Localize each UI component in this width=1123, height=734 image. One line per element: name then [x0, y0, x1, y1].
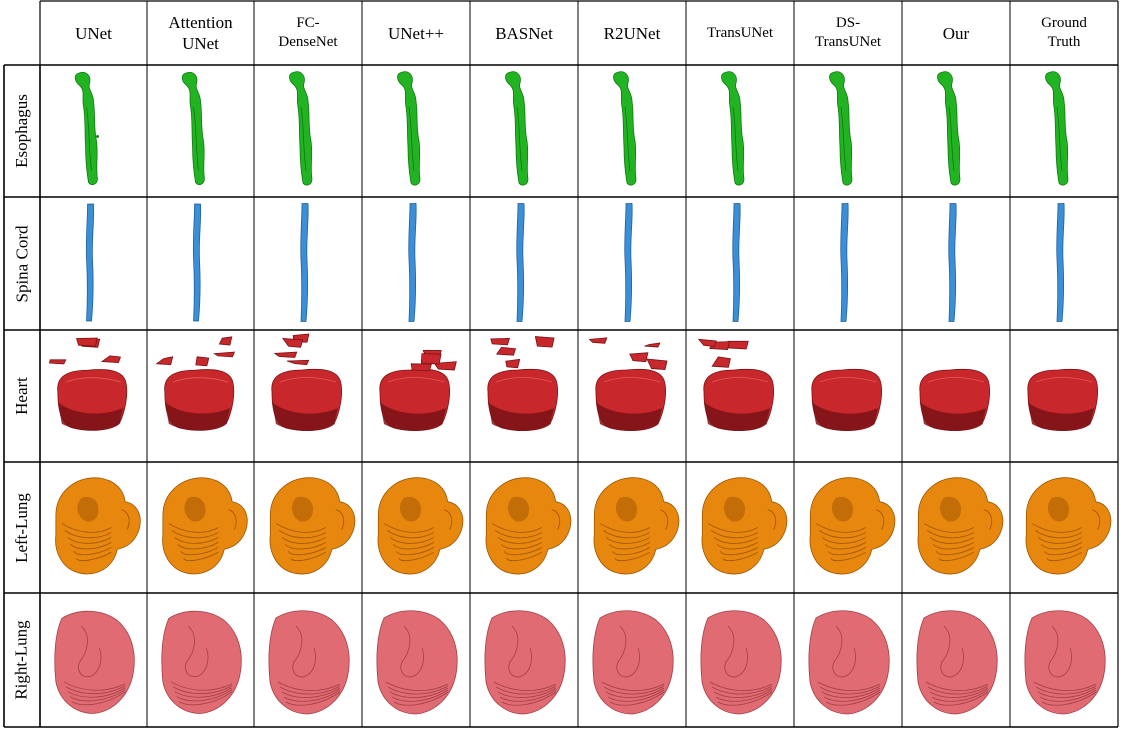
- column-header: Attention UNet: [168, 13, 233, 53]
- cord-segmentation-render: [300, 203, 309, 322]
- cord-segmentation-render: [732, 203, 741, 322]
- row-label: Heart: [12, 377, 32, 415]
- row-label-cell: Spina Cord: [4, 197, 40, 330]
- heart-segmentation-render: [588, 337, 668, 432]
- cord-segmentation-render: [624, 203, 633, 322]
- leftlung-segmentation-render: [485, 477, 572, 575]
- heart-segmentation-render: [379, 349, 457, 432]
- rightlung-segmentation-render: [54, 610, 135, 714]
- leftlung-segmentation-render: [377, 477, 464, 575]
- cord-segmentation-render: [85, 203, 95, 322]
- column-header: UNet++: [388, 23, 444, 43]
- leftlung-segmentation-render: [269, 477, 356, 575]
- rightlung-segmentation-render: [592, 610, 674, 715]
- rightlung-segmentation-render: [1024, 610, 1106, 715]
- heart-segmentation-render: [487, 336, 558, 432]
- row-label: Right-Lung: [12, 620, 31, 700]
- esophagus-segmentation-render: [937, 71, 961, 186]
- cord-segmentation-render: [192, 203, 202, 322]
- esophagus-segmentation-render: [1045, 71, 1069, 186]
- row-label-cell: Right-Lung: [4, 593, 40, 727]
- row-label-cell: Left-Lung: [4, 462, 40, 593]
- esophagus-segmentation-render: [613, 71, 637, 186]
- column-header: DS- TransUNet: [814, 15, 882, 50]
- leftlung-segmentation-render: [809, 477, 896, 575]
- leftlung-segmentation-render: [701, 477, 788, 575]
- heart-segmentation-render: [811, 368, 882, 432]
- esophagus-segmentation-render: [397, 71, 421, 186]
- rightlung-segmentation-render: [268, 610, 350, 715]
- heart-segmentation-render: [1027, 368, 1098, 432]
- cord-segmentation-render: [1056, 203, 1065, 322]
- column-header: FC- DenseNet: [278, 15, 338, 50]
- heart-segmentation-render: [919, 368, 990, 432]
- heart-segmentation-render: [271, 333, 342, 432]
- rightlung-segmentation-render: [376, 610, 458, 715]
- leftlung-segmentation-render: [162, 477, 248, 575]
- cord-segmentation-render: [408, 203, 417, 322]
- column-header: R2UNet: [603, 23, 661, 43]
- rightlung-segmentation-render: [700, 610, 782, 715]
- leftlung-segmentation-render: [1025, 477, 1112, 575]
- row-label: Left-Lung: [12, 492, 32, 563]
- rightlung-segmentation-render: [484, 610, 566, 715]
- leftlung-segmentation-render: [55, 477, 141, 575]
- rightlung-segmentation-render: [808, 610, 890, 715]
- column-header: Ground Truth: [1041, 15, 1087, 50]
- column-header: BASNet: [495, 23, 553, 43]
- row-label-cell: Heart: [4, 330, 40, 462]
- esophagus-segmentation-render: [181, 71, 205, 185]
- rightlung-segmentation-render: [916, 610, 998, 715]
- row-label: Esophagus: [12, 94, 32, 168]
- cord-segmentation-render: [948, 203, 957, 322]
- esophagus-segmentation-render: [829, 71, 853, 186]
- cord-segmentation-render: [516, 203, 525, 322]
- esophagus-segmentation-render: [289, 71, 313, 186]
- row-label-cell: Esophagus: [4, 65, 40, 197]
- rightlung-segmentation-render: [161, 610, 242, 714]
- esophagus-segmentation-render: [74, 71, 99, 185]
- row-label: Spina Cord: [12, 225, 32, 302]
- column-header: UNet: [75, 23, 112, 43]
- heart-segmentation-render: [48, 337, 128, 431]
- esophagus-segmentation-render: [505, 71, 529, 186]
- leftlung-segmentation-render: [917, 477, 1004, 575]
- heart-segmentation-render: [155, 336, 236, 431]
- column-header: TransUNet: [706, 24, 774, 41]
- esophagus-segmentation-render: [721, 71, 745, 186]
- heart-segmentation-render: [697, 338, 774, 432]
- cord-segmentation-render: [840, 203, 849, 322]
- column-header: Our: [942, 23, 970, 43]
- leftlung-segmentation-render: [593, 477, 680, 575]
